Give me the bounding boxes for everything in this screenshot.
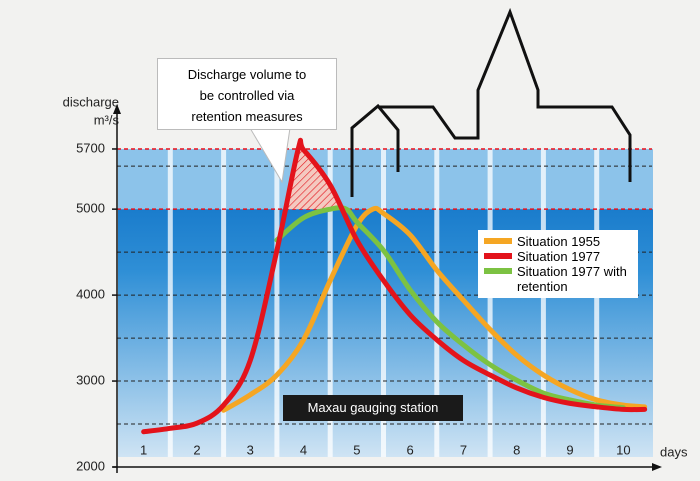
- y-tick-label: 5000: [76, 201, 105, 216]
- x-tick-label: 5: [353, 442, 360, 457]
- column-separator: [541, 149, 546, 457]
- x-axis-label: days: [660, 444, 688, 459]
- legend-swatch: [484, 238, 512, 244]
- x-tick-label: 4: [300, 442, 307, 457]
- x-tick-label: 6: [407, 442, 414, 457]
- x-tick-label: 7: [460, 442, 467, 457]
- y-tick-label: 3000: [76, 372, 105, 387]
- legend-swatch: [484, 253, 512, 259]
- column-separator: [594, 149, 599, 457]
- annotation-line: retention measures: [158, 106, 336, 127]
- annotation-line: Discharge volume to: [158, 64, 336, 85]
- legend-item: Situation 1977 with retention: [484, 264, 634, 294]
- legend-label: Situation 1955: [517, 234, 627, 249]
- x-axis-arrow: [652, 463, 662, 471]
- x-tick-label: 2: [193, 442, 200, 457]
- column-separator: [488, 149, 493, 457]
- column-separator: [168, 149, 173, 457]
- legend-label: Situation 1977: [517, 249, 627, 264]
- x-tick-label: 8: [513, 442, 520, 457]
- y-axis-unit: m³/s: [94, 112, 120, 127]
- legend-swatch: [484, 268, 512, 274]
- legend-label: Situation 1977 with retention: [517, 264, 627, 294]
- y-tick-label: 5700: [76, 140, 105, 155]
- x-tick-label: 10: [616, 442, 630, 457]
- y-tick-label: 2000: [76, 458, 105, 473]
- column-separator: [274, 149, 279, 457]
- x-tick-label: 9: [566, 442, 573, 457]
- station-label: Maxau gauging station: [283, 395, 463, 421]
- legend-item: Situation 1955: [484, 234, 634, 249]
- x-tick-label: 1: [140, 442, 147, 457]
- annotation-line: be controlled via: [158, 85, 336, 106]
- page: 2000 3000 4000 5000 5700 1 2 3 4 5 6 7 8 9 10 days disch…: [0, 0, 700, 481]
- x-tick-label: 3: [247, 442, 254, 457]
- y-axis-label: discharge: [63, 94, 119, 109]
- y-tick-label: 4000: [76, 287, 105, 302]
- legend-item: Situation 1977: [484, 249, 634, 264]
